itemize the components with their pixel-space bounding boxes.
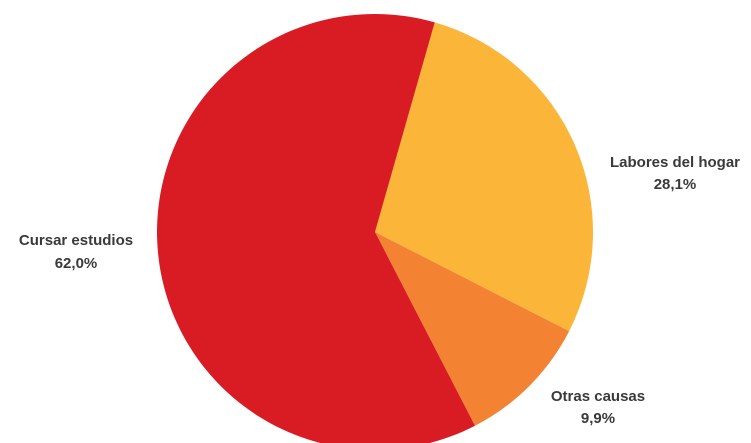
pie-labels: Labores del hogar 28,1% Otras causas 9,9… <box>19 154 740 427</box>
pie-slice-otras-causas <box>375 232 570 426</box>
slice-label-otras-causas: Otras causas <box>551 388 645 405</box>
pie-slice-cursar-estudios <box>157 14 475 443</box>
pie-slices <box>157 14 594 443</box>
slice-label-cursar-estudios: Cursar estudios <box>19 232 133 249</box>
slice-label-labores-del-hogar: Labores del hogar <box>610 154 740 171</box>
slice-value-cursar-estudios: 62,0% <box>55 255 98 272</box>
slice-value-otras-causas: 9,9% <box>581 410 615 427</box>
slice-value-labores-del-hogar: 28,1% <box>654 176 697 193</box>
pie-slice-labores-del-hogar <box>375 22 594 332</box>
